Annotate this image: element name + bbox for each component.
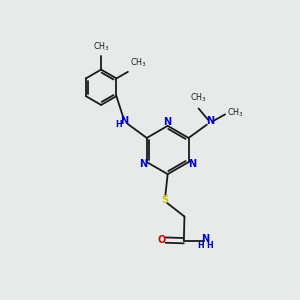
Text: N: N — [201, 234, 209, 244]
Text: S: S — [162, 195, 169, 205]
Text: N: N — [206, 116, 214, 126]
Text: N: N — [188, 159, 196, 169]
Text: O: O — [158, 235, 166, 245]
Text: N: N — [120, 116, 128, 126]
Text: N: N — [139, 159, 147, 169]
Text: N: N — [164, 116, 172, 127]
Text: CH$_3$: CH$_3$ — [227, 107, 244, 119]
Text: CH$_3$: CH$_3$ — [130, 56, 146, 69]
Text: H: H — [198, 242, 204, 250]
Text: H: H — [206, 242, 213, 250]
Text: CH$_3$: CH$_3$ — [93, 40, 110, 53]
Text: CH$_3$: CH$_3$ — [190, 92, 207, 104]
Text: H: H — [116, 121, 122, 130]
